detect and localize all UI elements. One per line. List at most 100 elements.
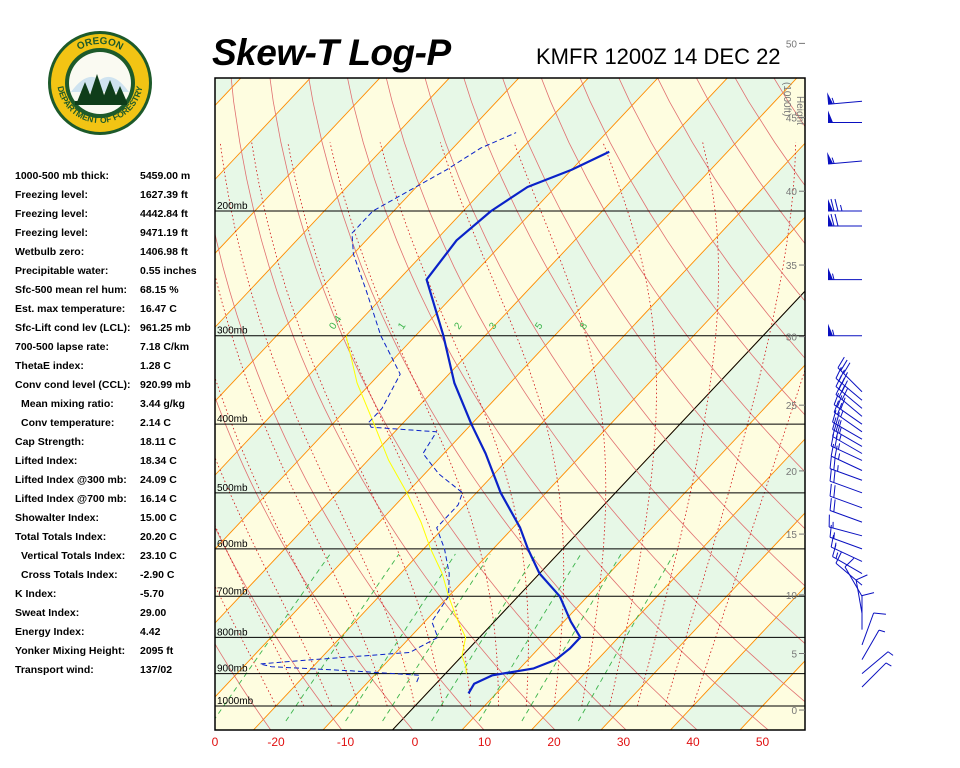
mixing-ratio-line <box>431 553 537 722</box>
index-label: Freezing level: <box>15 227 88 239</box>
height-tick-label: 45 <box>786 113 798 124</box>
index-row: Sweat Index: 29.00 <box>15 607 215 626</box>
wind-barb <box>855 574 868 614</box>
isotherm-line <box>215 78 659 550</box>
dry-adiabat <box>502 78 805 530</box>
height-tick-label: 0 <box>791 706 797 717</box>
moist-adiabat <box>215 585 277 707</box>
index-row: Freezing level: 9471.19 ft <box>15 227 215 246</box>
isotherm-line <box>669 586 805 730</box>
wind-barb <box>828 267 862 281</box>
moist-adiabat <box>215 376 360 707</box>
pressure-label: 700mb <box>217 586 248 597</box>
svg-text:OREGON: OREGON <box>75 36 125 53</box>
isotherm-line <box>215 78 728 624</box>
height-tick-label: 5 <box>791 649 797 660</box>
wind-barb <box>829 498 863 523</box>
index-row: Lifted Index @700 mb: 16.14 C <box>15 493 215 512</box>
wind-barb <box>828 110 862 124</box>
height-tick-label: 40 <box>786 187 798 198</box>
index-value: 16.47 C <box>140 303 177 315</box>
index-row: Freezing level: 4442.84 ft <box>15 208 215 227</box>
index-row: Freezing level: 1627.39 ft <box>15 189 215 208</box>
index-value: 137/02 <box>140 664 173 676</box>
index-value: 0.55 inches <box>140 265 197 277</box>
wind-barb <box>861 612 886 646</box>
index-label: Vertical Totals Index: <box>21 550 126 562</box>
index-value: 24.09 C <box>140 474 177 486</box>
index-value: 18.34 C <box>140 455 177 467</box>
wind-barb <box>828 514 863 537</box>
index-value: 5459.00 m <box>140 170 191 182</box>
index-label: Energy Index: <box>15 626 85 638</box>
wind-barb <box>835 551 863 586</box>
wind-barb <box>835 375 863 409</box>
mixing-ratio-line <box>382 553 491 722</box>
isotherm-band <box>804 0 960 735</box>
index-label: Total Totals Index: <box>15 531 107 543</box>
x-axis-tick-label: 0 <box>412 735 419 749</box>
height-tick-label: 35 <box>786 261 798 272</box>
index-value: 29.00 <box>140 607 167 619</box>
moist-adiabat <box>637 142 719 707</box>
dry-adiabat <box>837 0 960 735</box>
dry-adiabat <box>657 78 805 302</box>
index-row: ThetaE index: 1.28 C <box>15 360 215 379</box>
index-value: -2.90 C <box>140 569 175 581</box>
x-axis-tick-label: -20 <box>267 735 285 749</box>
dry-adiabat <box>34 0 203 735</box>
index-label: Est. max temperature: <box>15 303 126 315</box>
index-row: Lifted Index @300 mb: 24.09 C <box>15 474 215 493</box>
x-axis-tick-label: 10 <box>478 735 492 749</box>
pressure-label: 500mb <box>217 483 248 494</box>
index-row: Vertical Totals Index: 23.10 C <box>15 550 215 569</box>
index-row: Showalter Index: 15.00 C <box>15 512 215 531</box>
parcel-trace-line <box>345 335 467 674</box>
mixing-ratio-label: 5 <box>533 320 545 331</box>
index-label: Freezing level: <box>15 189 88 201</box>
index-label: Freezing level: <box>15 208 88 220</box>
index-label: Lifted Index: <box>15 455 78 467</box>
index-value: 920.99 mb <box>140 379 191 391</box>
index-value: 4442.84 ft <box>140 208 188 220</box>
x-axis-tick-label: 50 <box>756 735 770 749</box>
wind-barb <box>830 443 863 471</box>
index-row: K Index: -5.70 <box>15 588 215 607</box>
x-axis-tick-label: -10 <box>337 735 355 749</box>
mixing-ratio-line <box>215 553 331 720</box>
index-label: 700-500 lapse rate: <box>15 341 109 353</box>
height-tick-label: 20 <box>786 467 798 478</box>
index-row: Yonker Mixing Height: 2095 ft <box>15 645 215 664</box>
isotherm-line <box>0 0 247 735</box>
index-row: Conv cond level (CCL): 920.99 mb <box>15 379 215 398</box>
mixing-ratio-line <box>345 553 456 722</box>
index-value: 16.14 C <box>140 493 177 505</box>
dewpoint-line <box>259 132 517 683</box>
index-row: Conv temperature: 2.14 C <box>15 417 215 436</box>
isotherm-line <box>600 512 805 730</box>
mixing-ratio-line <box>478 553 582 722</box>
index-value: 1406.98 ft <box>140 246 188 258</box>
index-label: Conv temperature: <box>21 417 115 429</box>
dry-adiabat <box>215 643 272 730</box>
index-label: Cap Strength: <box>15 436 85 448</box>
index-value: 7.18 C/km <box>140 341 190 353</box>
pressure-label: 400mb <box>217 414 248 425</box>
dry-adiabat <box>579 78 805 416</box>
index-label: Mean mixing ratio: <box>21 398 114 410</box>
wind-barbs <box>827 92 894 688</box>
dry-adiabat <box>801 0 960 735</box>
index-label: Sfc-500 mean rel hum: <box>15 284 128 296</box>
wind-barb <box>829 468 863 494</box>
index-value: 961.25 mb <box>140 322 191 334</box>
wind-barb <box>861 629 886 660</box>
index-value: -5.70 <box>140 588 164 600</box>
x-axis-tick-label: 20 <box>547 735 561 749</box>
index-value: 68.15 % <box>140 284 179 296</box>
logo-top-text: OREGON <box>75 36 125 53</box>
isotherm-line <box>215 78 450 328</box>
dry-adiabat <box>618 78 805 359</box>
index-label: Lifted Index @300 mb: <box>15 474 127 486</box>
index-label: K Index: <box>15 588 57 600</box>
pressure-label: 800mb <box>217 627 248 638</box>
